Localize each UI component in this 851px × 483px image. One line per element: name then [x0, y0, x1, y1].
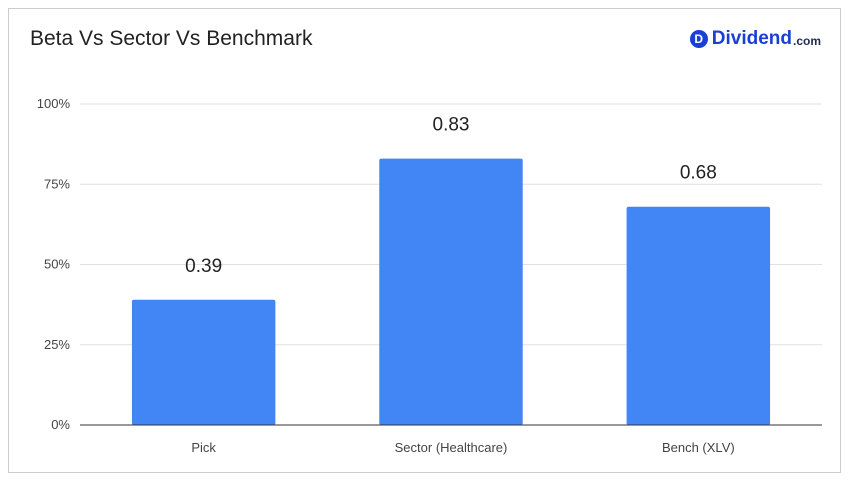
brand-badge-icon: D [689, 30, 708, 48]
bar-value-label: 0.68 [680, 163, 717, 184]
bar-value-label: 0.83 [433, 115, 470, 136]
bar[interactable] [131, 299, 276, 425]
brand-name: Dividend [711, 28, 792, 49]
brand-logo[interactable]: D Dividend .com [689, 28, 821, 50]
chart-title: Beta Vs Sector Vs Benchmark [30, 27, 313, 50]
x-axis-ticks: Pick Sector (Healthcare) Bench (XLV) [191, 440, 734, 455]
bar-value-label: 0.39 [185, 256, 222, 277]
y-axis-ticks: 0% 25% 50% 75% 100% [37, 96, 71, 432]
brand-tld: .com [792, 34, 821, 48]
y-tick-label: 25% [44, 337, 70, 352]
x-tick-label: Pick [191, 440, 216, 455]
data-labels: 0.39 0.83 0.68 [185, 115, 717, 277]
bar[interactable] [626, 206, 771, 425]
y-tick-label: 0% [51, 417, 70, 432]
x-tick-label: Bench (XLV) [662, 440, 735, 455]
y-tick-label: 50% [44, 257, 70, 272]
bars [131, 158, 771, 425]
x-tick-label: Sector (Healthcare) [395, 440, 508, 455]
y-tick-label: 75% [44, 176, 70, 191]
y-tick-label: 100% [37, 96, 71, 111]
bar[interactable] [379, 158, 523, 425]
